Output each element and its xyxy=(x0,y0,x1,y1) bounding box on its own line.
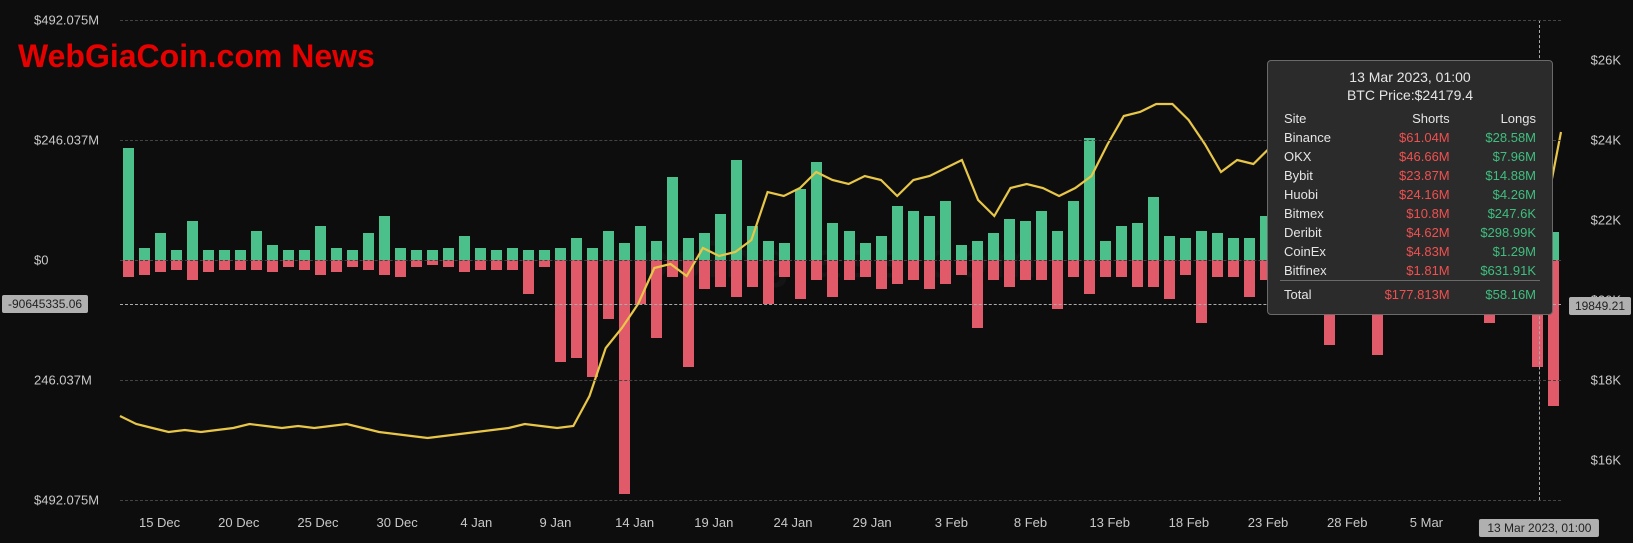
x-tick: 25 Dec xyxy=(297,515,338,530)
x-tick: 28 Feb xyxy=(1327,515,1367,530)
tooltip-title: 13 Mar 2023, 01:00 xyxy=(1280,69,1540,85)
x-tick: 24 Jan xyxy=(773,515,812,530)
x-tick: 5 Mar xyxy=(1410,515,1443,530)
y-left-tick: $0 xyxy=(34,253,48,268)
x-tick: 30 Dec xyxy=(377,515,418,530)
x-tick: 3 Feb xyxy=(935,515,968,530)
tooltip-row: OKX$46.66M$7.96M xyxy=(1280,147,1540,166)
tooltip-row: Bitfinex$1.81M$631.91K xyxy=(1280,261,1540,281)
y-right-tick: $22K xyxy=(1591,213,1621,228)
x-tick: 23 Feb xyxy=(1248,515,1288,530)
y-left-tick: $492.075M xyxy=(34,493,99,508)
watermark-text: WebGiaCoin.com News xyxy=(18,38,375,75)
tooltip-row: Huobi$24.16M$4.26M xyxy=(1280,185,1540,204)
x-tick: 14 Jan xyxy=(615,515,654,530)
gridline xyxy=(120,20,1561,21)
tooltip-subtitle: BTC Price:$24179.4 xyxy=(1280,87,1540,103)
y-right-tick: $26K xyxy=(1591,53,1621,68)
x-crosshair-indicator: 13 Mar 2023, 01:00 xyxy=(1479,519,1599,537)
x-tick: 4 Jan xyxy=(460,515,492,530)
chart-container: WebGiaCoin.com News coinglass.com 15 Dec… xyxy=(0,0,1633,543)
x-tick: 18 Feb xyxy=(1169,515,1209,530)
x-axis-labels: 15 Dec 20 Dec 25 Dec 30 Dec 4 Jan 9 Jan 14 Jan… xyxy=(120,506,1561,530)
x-tick: 19 Jan xyxy=(694,515,733,530)
col-shorts: Shorts xyxy=(1355,109,1454,128)
y-right-tick: $18K xyxy=(1591,373,1621,388)
tooltip-row: Binance$61.04M$28.58M xyxy=(1280,128,1540,147)
gridline xyxy=(120,380,1561,381)
y-left-tick: $492.075M xyxy=(34,13,99,28)
tooltip-row: Bitmex$10.8M$247.6K xyxy=(1280,204,1540,223)
x-tick: 15 Dec xyxy=(139,515,180,530)
tooltip-table: Site Shorts Longs Binance$61.04M$28.58MO… xyxy=(1280,109,1540,304)
tooltip-row: Deribit$4.62M$298.99K xyxy=(1280,223,1540,242)
y-left-tick: $246.037M xyxy=(34,133,99,148)
tooltip-total-row: Total$177.813M$58.16M xyxy=(1280,281,1540,305)
tooltip-row: CoinEx$4.83M$1.29M xyxy=(1280,242,1540,261)
x-tick: 29 Jan xyxy=(853,515,892,530)
col-site: Site xyxy=(1280,109,1355,128)
col-longs: Longs xyxy=(1454,109,1540,128)
x-tick: 9 Jan xyxy=(540,515,572,530)
tooltip: 13 Mar 2023, 01:00 BTC Price:$24179.4 Si… xyxy=(1267,60,1553,315)
gridline xyxy=(120,500,1561,501)
y-right-tick: $24K xyxy=(1591,133,1621,148)
x-tick: 13 Feb xyxy=(1089,515,1129,530)
x-tick: 8 Feb xyxy=(1014,515,1047,530)
left-crosshair-indicator: -90645335.06 xyxy=(2,295,88,313)
y-left-tick: 246.037M xyxy=(34,372,92,387)
right-crosshair-indicator: 19849.21 xyxy=(1569,297,1631,315)
tooltip-row: Bybit$23.87M$14.88M xyxy=(1280,166,1540,185)
x-tick: 20 Dec xyxy=(218,515,259,530)
y-right-tick: $16K xyxy=(1591,453,1621,468)
